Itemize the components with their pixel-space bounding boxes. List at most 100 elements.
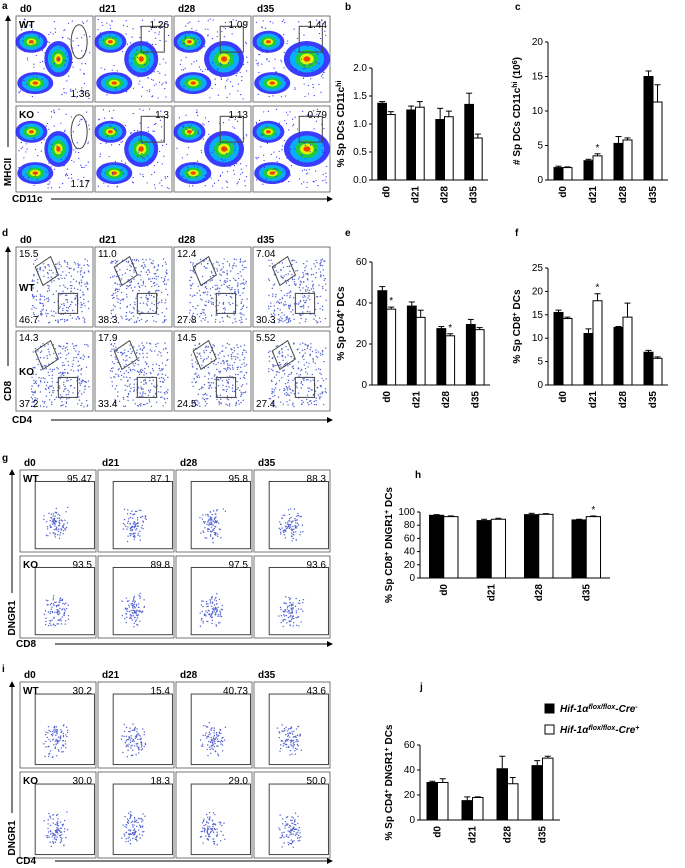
event <box>29 24 31 26</box>
event <box>34 175 37 177</box>
event <box>204 614 206 616</box>
event <box>124 742 127 744</box>
event <box>192 312 195 315</box>
event <box>242 305 244 308</box>
event <box>205 600 208 603</box>
event <box>283 728 286 730</box>
event <box>134 600 136 603</box>
event <box>60 731 62 734</box>
event <box>306 289 309 291</box>
event <box>283 836 285 839</box>
event <box>74 263 77 265</box>
event <box>53 168 55 170</box>
row-label: WT <box>23 474 39 485</box>
gate-value: 33.4 <box>98 399 118 410</box>
y-axis-label: % Sp CD8+ DNGR1+ DCs <box>384 487 396 603</box>
event <box>79 296 82 299</box>
event <box>87 161 89 163</box>
event <box>81 166 83 169</box>
event <box>206 748 208 751</box>
event <box>303 67 305 69</box>
event <box>132 526 134 528</box>
event <box>199 516 201 519</box>
event <box>46 297 48 300</box>
event <box>44 89 47 92</box>
event <box>130 528 132 530</box>
event <box>245 165 248 167</box>
y-tick-label: 20 <box>532 286 544 297</box>
event <box>34 259 36 262</box>
event <box>59 522 61 525</box>
event <box>315 259 317 262</box>
event <box>240 308 242 311</box>
event <box>243 376 245 379</box>
event <box>110 344 112 346</box>
event <box>224 368 227 370</box>
event <box>311 350 314 353</box>
event <box>125 726 128 729</box>
significance-mark: * <box>389 296 393 307</box>
event <box>257 64 259 66</box>
significance-mark: * <box>596 283 600 294</box>
event <box>55 731 57 734</box>
event <box>258 85 260 87</box>
event <box>317 386 319 389</box>
gate <box>113 339 138 371</box>
event <box>306 272 309 275</box>
event <box>144 285 147 288</box>
event <box>129 739 131 741</box>
event <box>189 127 191 129</box>
event <box>65 607 68 610</box>
event <box>78 351 80 353</box>
event <box>42 343 44 345</box>
event <box>212 344 214 346</box>
event <box>57 278 59 280</box>
event <box>322 274 325 277</box>
event <box>144 367 146 370</box>
event <box>289 732 291 734</box>
event <box>147 311 150 313</box>
plot-frame <box>97 555 175 639</box>
event <box>129 535 132 537</box>
event <box>84 388 86 391</box>
event <box>300 749 303 751</box>
event <box>42 270 44 272</box>
event <box>213 736 215 738</box>
event <box>227 354 230 357</box>
event <box>284 145 286 147</box>
event <box>236 344 238 346</box>
event <box>126 268 128 271</box>
event <box>63 381 65 384</box>
event <box>133 321 136 324</box>
event <box>219 823 222 825</box>
event <box>143 383 145 385</box>
event <box>293 735 296 738</box>
event <box>126 600 129 602</box>
bar <box>562 318 573 386</box>
event <box>132 57 134 60</box>
event <box>66 309 68 312</box>
event <box>80 369 82 371</box>
event <box>122 522 125 525</box>
event <box>73 269 75 271</box>
event <box>325 176 327 178</box>
event <box>191 283 194 285</box>
event <box>146 90 148 92</box>
event <box>155 278 158 280</box>
event <box>112 292 115 295</box>
event <box>98 125 100 127</box>
event <box>212 608 215 611</box>
event <box>297 361 300 363</box>
event <box>226 260 229 263</box>
event <box>196 404 199 406</box>
event <box>53 601 56 604</box>
event <box>229 279 231 282</box>
event <box>287 830 289 832</box>
event <box>184 67 186 69</box>
event <box>302 610 304 612</box>
event <box>135 510 138 513</box>
event <box>81 37 83 39</box>
event <box>220 77 222 79</box>
bar <box>444 116 454 181</box>
event <box>296 828 298 830</box>
